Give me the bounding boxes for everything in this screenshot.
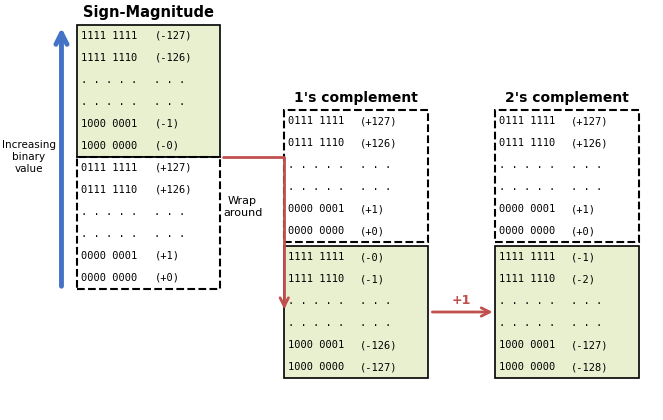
Text: (+126): (+126) xyxy=(571,138,609,148)
Text: 2's complement: 2's complement xyxy=(505,91,629,105)
Text: (+1): (+1) xyxy=(360,204,385,214)
Text: (-2): (-2) xyxy=(571,274,596,284)
Text: . . . . .: . . . . . xyxy=(499,160,556,170)
Text: 0111 1111: 0111 1111 xyxy=(81,163,137,173)
Text: 0111 1110: 0111 1110 xyxy=(288,138,344,148)
Text: 1111 1110: 1111 1110 xyxy=(288,274,344,284)
Text: . . .: . . . xyxy=(154,207,186,217)
Text: 1111 1110: 1111 1110 xyxy=(499,274,556,284)
Text: . . .: . . . xyxy=(360,182,391,192)
Text: Increasing
binary
value: Increasing binary value xyxy=(1,140,56,173)
Text: (+127): (+127) xyxy=(571,116,609,126)
Text: . . . . .: . . . . . xyxy=(288,318,344,328)
Text: 0000 0001: 0000 0001 xyxy=(499,204,556,214)
Text: 0000 0001: 0000 0001 xyxy=(288,204,344,214)
Text: (-126): (-126) xyxy=(154,53,192,63)
Text: (+1): (+1) xyxy=(571,204,596,214)
Text: (-126): (-126) xyxy=(360,340,397,350)
Text: (-127): (-127) xyxy=(154,31,192,41)
Text: . . . . .: . . . . . xyxy=(81,75,137,85)
Text: (-0): (-0) xyxy=(154,141,180,151)
FancyBboxPatch shape xyxy=(284,246,428,378)
Text: . . . . .: . . . . . xyxy=(288,296,344,306)
Text: . . .: . . . xyxy=(154,97,186,107)
Text: (+127): (+127) xyxy=(360,116,397,126)
Text: . . .: . . . xyxy=(360,160,391,170)
Text: (-127): (-127) xyxy=(571,340,609,350)
Text: +1: +1 xyxy=(452,294,471,307)
Text: (+0): (+0) xyxy=(360,226,385,236)
Text: . . . . .: . . . . . xyxy=(81,229,137,239)
Text: (-128): (-128) xyxy=(571,362,609,372)
Text: . . .: . . . xyxy=(154,229,186,239)
FancyBboxPatch shape xyxy=(77,25,220,157)
Text: 1000 0000: 1000 0000 xyxy=(499,362,556,372)
Text: 1000 0000: 1000 0000 xyxy=(288,362,344,372)
Text: . . . . .: . . . . . xyxy=(499,318,556,328)
Text: . . . . .: . . . . . xyxy=(288,182,344,192)
Text: (-1): (-1) xyxy=(571,252,596,262)
Text: 0000 0000: 0000 0000 xyxy=(499,226,556,236)
Text: (-127): (-127) xyxy=(360,362,397,372)
Text: 0111 1110: 0111 1110 xyxy=(81,185,137,195)
Text: 0000 0000: 0000 0000 xyxy=(81,273,137,283)
Text: 1111 1111: 1111 1111 xyxy=(81,31,137,41)
Text: . . . . .: . . . . . xyxy=(288,160,344,170)
FancyBboxPatch shape xyxy=(77,157,220,289)
Text: . . .: . . . xyxy=(154,75,186,85)
Text: 1111 1111: 1111 1111 xyxy=(288,252,344,262)
Text: (-1): (-1) xyxy=(360,274,385,284)
FancyBboxPatch shape xyxy=(495,246,638,378)
Text: . . .: . . . xyxy=(571,318,602,328)
FancyBboxPatch shape xyxy=(284,110,428,242)
Text: . . . . .: . . . . . xyxy=(81,207,137,217)
Text: . . . . .: . . . . . xyxy=(499,182,556,192)
FancyBboxPatch shape xyxy=(495,110,638,242)
Text: (+1): (+1) xyxy=(154,251,180,261)
Text: 0111 1111: 0111 1111 xyxy=(499,116,556,126)
Text: (-0): (-0) xyxy=(360,252,385,262)
Text: Wrap
around: Wrap around xyxy=(223,196,263,218)
Text: 1111 1110: 1111 1110 xyxy=(81,53,137,63)
Text: 0000 0001: 0000 0001 xyxy=(81,251,137,261)
Text: Sign-Magnitude: Sign-Magnitude xyxy=(83,5,214,21)
Text: (+127): (+127) xyxy=(154,163,192,173)
Text: (+126): (+126) xyxy=(154,185,192,195)
Text: . . .: . . . xyxy=(360,318,391,328)
Text: 0111 1110: 0111 1110 xyxy=(499,138,556,148)
Text: . . .: . . . xyxy=(571,160,602,170)
Text: 1000 0000: 1000 0000 xyxy=(81,141,137,151)
Text: . . .: . . . xyxy=(571,296,602,306)
Text: 0111 1111: 0111 1111 xyxy=(288,116,344,126)
Text: . . .: . . . xyxy=(360,296,391,306)
Text: 1000 0001: 1000 0001 xyxy=(499,340,556,350)
Text: . . . . .: . . . . . xyxy=(81,97,137,107)
Text: 1111 1111: 1111 1111 xyxy=(499,252,556,262)
Text: 1's complement: 1's complement xyxy=(294,91,418,105)
Text: 0000 0000: 0000 0000 xyxy=(288,226,344,236)
Text: . . .: . . . xyxy=(571,182,602,192)
Text: (-1): (-1) xyxy=(154,119,180,129)
Text: (+0): (+0) xyxy=(571,226,596,236)
Text: 1000 0001: 1000 0001 xyxy=(288,340,344,350)
Text: (+126): (+126) xyxy=(360,138,397,148)
Text: 1000 0001: 1000 0001 xyxy=(81,119,137,129)
Text: (+0): (+0) xyxy=(154,273,180,283)
Text: . . . . .: . . . . . xyxy=(499,296,556,306)
